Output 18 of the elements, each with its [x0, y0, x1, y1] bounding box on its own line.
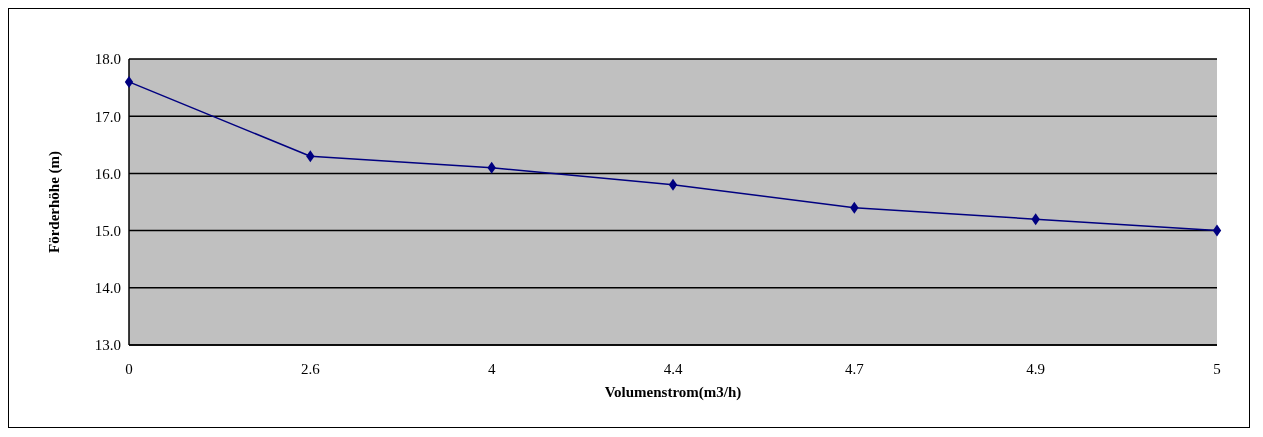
y-tick-label: 13.0 — [94, 337, 121, 354]
x-tick-label: 4.9 — [1026, 360, 1046, 377]
y-tick-label: 16.0 — [94, 165, 121, 182]
x-tick-label: 5 — [1213, 360, 1221, 377]
x-tick-label: 2.6 — [300, 360, 321, 377]
x-tick-label: 4.7 — [844, 360, 865, 377]
y-tick-label: 14.0 — [94, 280, 121, 297]
x-axis-title: Volumenstrom(m3/h) — [604, 384, 742, 401]
x-tick-label: 0 — [125, 360, 133, 377]
point — [1212, 224, 1222, 237]
point — [668, 178, 678, 191]
point — [124, 75, 134, 88]
x-tick-label: 4.4 — [663, 360, 683, 377]
y-tick-label: 17.0 — [94, 108, 121, 125]
x-tick-label: 4 — [487, 360, 496, 377]
y-tick-label: 15.0 — [94, 222, 121, 239]
y-tick-label: 18.0 — [94, 51, 121, 68]
y-axis-title: Förderhöhe (m) — [46, 150, 64, 254]
